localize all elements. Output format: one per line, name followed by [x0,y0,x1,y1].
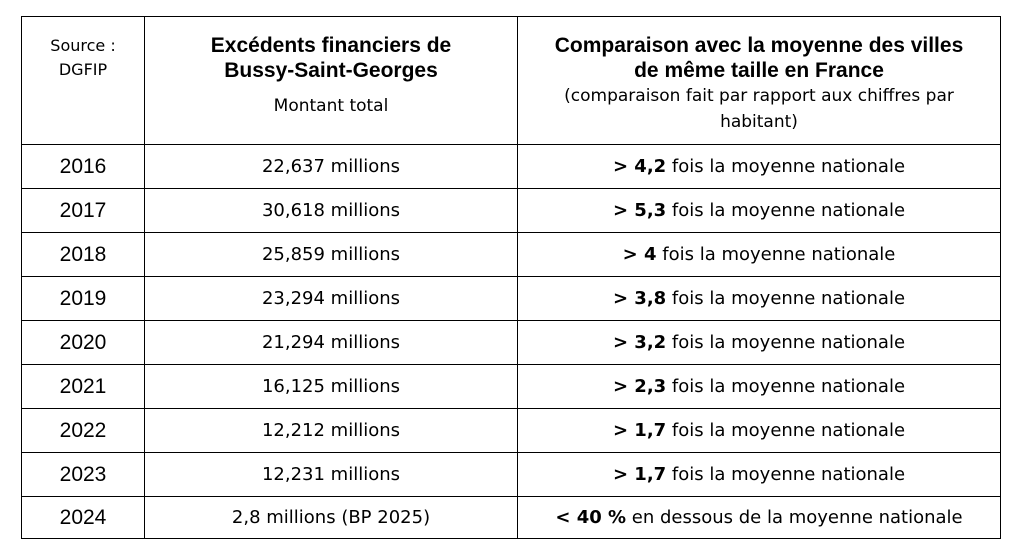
year-cell: 2017 [21,188,145,233]
year-cell: 2022 [21,408,145,453]
comparison-cell: > 2,3 fois la moyenne nationale [517,364,1001,409]
comparison-value: > 3,8 [612,288,667,309]
amount-cell: 16,125 millions [144,364,518,409]
table-row: 2021 16,125 millions > 2,3 fois la moyenne… [21,364,1001,409]
comparison-cell: > 5,3 fois la moyenne nationale [517,188,1001,233]
table-header-row: Source : DGFIP Excédents financiers de B… [21,16,1001,145]
year-cell: 2019 [21,276,145,321]
comparison-header-cell: Comparaison avec la moyenne des villes d… [517,16,1001,145]
amount-cell: 25,859 millions [144,232,518,277]
comparison-column-title-text: Comparaison avec la moyenne des villes d… [554,34,964,82]
financial-surplus-table: Source : DGFIP Excédents financiers de B… [21,16,1001,539]
comparison-cell: > 3,2 fois la moyenne nationale [517,320,1001,365]
year-cell: 2020 [21,320,145,365]
comparison-cell: > 1,7 fois la moyenne nationale [517,408,1001,453]
amount-header-cell: Excédents financiers de Bussy-Saint-Geor… [144,16,518,145]
comparison-text: en dessous de la moyenne nationale [626,507,963,528]
table-row: 2019 23,294 millions > 3,8 fois la moyenne… [21,276,1001,321]
comparison-cell: > 4 fois la moyenne nationale [517,232,1001,277]
year-cell: 2021 [21,364,145,409]
year-cell: 2018 [21,232,145,277]
comparison-cell: < 40 % en dessous de la moyenne national… [517,496,1001,539]
source-header-cell: Source : DGFIP [21,16,145,145]
comparison-text: fois la moyenne nationale [666,332,906,353]
comparison-cell: > 3,8 fois la moyenne nationale [517,276,1001,321]
year-cell: 2023 [21,452,145,497]
amount-cell: 22,637 millions [144,144,518,189]
table-row: 2020 21,294 millions > 3,2 fois la moyenne… [21,320,1001,365]
amount-column-title: Excédents financiers de Bussy-Saint-Geor… [145,17,517,83]
comparison-text: fois la moyenne nationale [656,244,896,265]
year-cell: 2016 [21,144,145,189]
table-row: 2017 30,618 millions > 5,3 fois la moyenne… [21,188,1001,233]
table-body: 2016 22,637 millions > 4,2 fois la moyenne… [21,144,1001,539]
comparison-cell: > 1,7 fois la moyenne nationale [517,452,1001,497]
amount-column-subtitle: Montant total [273,96,389,116]
amount-cell: 12,212 millions [144,408,518,453]
comparison-cell: > 4,2 fois la moyenne nationale [517,144,1001,189]
comparison-column-title: Comparaison avec la moyenne des villes d… [518,17,1000,83]
comparison-value: > 1,7 [612,464,667,485]
comparison-text: fois la moyenne nationale [666,376,906,397]
amount-column-title-text: Excédents financiers de Bussy-Saint-Geor… [210,34,452,82]
comparison-value: > 2,3 [612,376,667,397]
source-label: Source : DGFIP [50,36,116,79]
comparison-value: > 1,7 [612,420,667,441]
comparison-value: > 5,3 [612,200,667,221]
table-row: 2018 25,859 millions > 4 fois la moyenne n… [21,232,1001,277]
comparison-text: fois la moyenne nationale [666,420,906,441]
comparison-text: fois la moyenne nationale [666,200,906,221]
amount-cell: 12,231 millions [144,452,518,497]
amount-cell: 23,294 millions [144,276,518,321]
amount-cell: 21,294 millions [144,320,518,365]
comparison-text: fois la moyenne nationale [666,288,906,309]
table-row: 2024 2,8 millions (BP 2025) < 40 % en dess… [21,496,1001,539]
year-cell: 2024 [21,496,145,539]
table-row: 2016 22,637 millions > 4,2 fois la moyenne… [21,144,1001,189]
comparison-column-subtitle: (comparaison fait par rapport aux chiffr… [564,86,954,132]
comparison-value: > 3,2 [612,332,667,353]
table-row: 2023 12,231 millions > 1,7 fois la moyenne… [21,452,1001,497]
table-row: 2022 12,212 millions > 1,7 fois la moyenne… [21,408,1001,453]
comparison-value: < 40 % [555,507,627,528]
amount-cell: 2,8 millions (BP 2025) [144,496,518,539]
amount-cell: 30,618 millions [144,188,518,233]
comparison-text: fois la moyenne nationale [666,464,906,485]
comparison-value: > 4 [622,244,657,265]
comparison-text: fois la moyenne nationale [666,156,906,177]
comparison-value: > 4,2 [612,156,667,177]
